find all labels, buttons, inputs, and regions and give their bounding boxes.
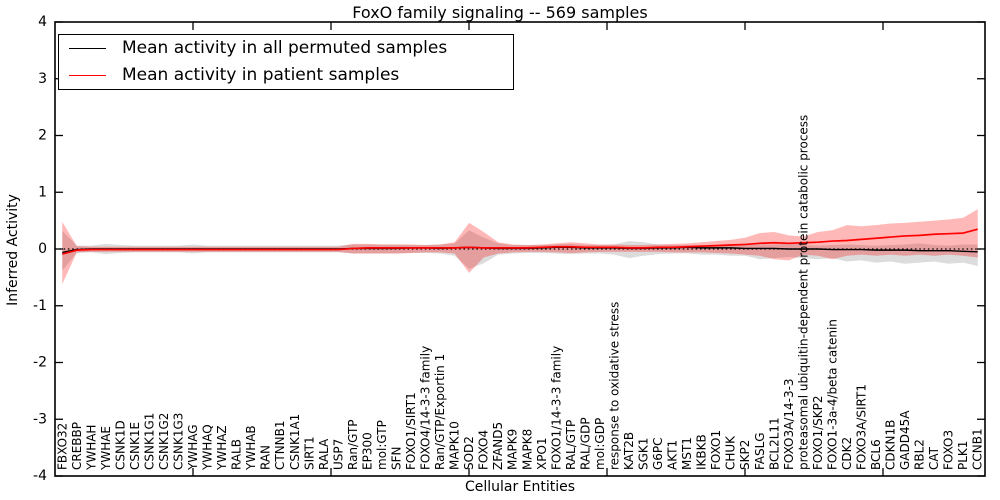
x-tick-label: mol:GTP [375,420,389,470]
x-tick-label: RALA [317,438,331,470]
x-tick-label: IKBKB [695,434,709,470]
y-tick-label: -2 [33,355,47,371]
x-tick-label: CSNK1G3 [172,413,186,470]
x-tick-label: FOXO4 [477,430,491,470]
x-tick-label: USP7 [331,439,345,470]
y-tick-label: 0 [38,241,47,257]
x-tick-label: PLK1 [956,441,970,470]
x-tick-label: EP300 [360,432,374,470]
x-tick-label: SFN [389,447,403,471]
x-tick-label: FOXO4/14-3-3 family [419,346,433,470]
x-tick-label: SIRT1 [302,436,316,470]
x-tick-label: CSNK1G1 [142,413,156,470]
patient-samples-range-band [62,209,978,285]
x-tick-label: RALB [230,439,244,470]
x-tick-label: GADD45A [898,410,912,470]
permuted-line-swatch [69,48,106,50]
x-tick-label: YWHAB [244,425,258,471]
x-tick-label: RAL/GDP [578,417,592,470]
x-tick-label: SOD2 [462,436,476,470]
x-tick-label: CDK2 [840,437,854,470]
x-tick-label: proteasomal ubiquitin-dependent protein … [796,115,810,470]
legend-item-permuted: Mean activity in all permuted samples [59,36,513,62]
x-tick-label: CTNNB1 [273,420,287,470]
x-tick-label: CSNK1A1 [288,414,302,470]
x-tick-label: YWHAH [84,425,98,471]
patient-mean-line [62,228,978,255]
y-tick-label: 4 [38,14,47,30]
x-tick-label: CSNK1G2 [157,413,171,470]
x-tick-label: CAT [927,446,941,470]
x-tick-label: SGK1 [637,438,651,470]
x-tick-label: ZFAND5 [491,422,505,470]
x-tick-label: FOXO1/SKP2 [811,395,825,470]
x-tick-label: Ran/GTP/Exportin 1 [433,354,447,470]
x-tick-label: CSNK1E [128,422,142,470]
x-tick-label: FOXO1-3a-4/beta catenin [825,319,839,470]
y-tick-label: -3 [33,411,47,427]
y-tick-label: 3 [38,71,47,87]
y-tick-label: 2 [38,128,47,144]
patient-line-swatch [69,74,106,76]
chart-title: FoxO family signaling -- 569 samples [352,3,648,22]
x-tick-label: CHUK [724,435,738,470]
x-tick-label: RBL2 [913,439,927,470]
legend-item-patient: Mean activity in patient samples [59,62,513,88]
x-tick-label: YWHAG [186,424,200,471]
x-tick-label: SKP2 [738,440,752,470]
x-tick-label: MAPK8 [520,429,534,470]
x-tick-label: MAPK9 [506,429,520,470]
x-tick-label: Ran/GTP [346,419,360,470]
legend: Mean activity in all permuted samples Me… [58,34,514,90]
x-tick-label: CREBBP [70,422,84,470]
legend-label: Mean activity in patient samples [122,64,400,85]
legend-label: Mean activity in all permuted samples [122,38,448,59]
x-tick-label: response to oxidative stress [607,302,621,470]
x-tick-label: MAPK10 [448,421,462,470]
y-tick-label: -4 [33,468,47,484]
x-tick-label: mol:GDP [593,418,607,470]
x-tick-label: FASLG [753,432,767,470]
y-tick-label: -1 [33,298,47,314]
x-tick-label: G6PC [651,437,665,470]
x-tick-label: FOXO1/14-3-3 family [549,346,563,470]
x-tick-label: BCL6 [869,439,883,470]
x-tick-label: FOXO1 [709,430,723,470]
permuted-samples-range-band [62,230,978,271]
x-tick-label: RAN [259,445,273,470]
y-axis-label: Inferred Activity [5,194,21,306]
x-tick-label: FBXO32 [55,423,69,470]
x-tick-label: YWHAQ [201,424,215,471]
x-tick-label: BCL2L11 [767,417,781,470]
x-tick-label: FOXO3 [942,430,956,470]
x-tick-label: AKT1 [666,440,680,470]
x-tick-label: KAT2B [622,432,636,470]
x-tick-label: FOXO1/SIRT1 [404,392,418,470]
x-tick-label: RAL/GTP [564,420,578,470]
x-tick-label: CSNK1D [113,420,127,470]
x-tick-label: CDKN1B [884,420,898,470]
x-tick-label: FOXO3A/SIRT1 [854,384,868,470]
x-axis-label: Cellular Entities [464,479,576,495]
x-tick-label: XPO1 [535,437,549,470]
x-tick-label: YWHAE [99,426,113,471]
x-tick-label: MST1 [680,437,694,470]
x-tick-label: FOXO3A/14-3-3 [782,378,796,470]
y-tick-label: 1 [38,184,47,200]
x-tick-label: YWHAZ [215,425,229,471]
x-tick-label: CCNB1 [971,428,985,470]
